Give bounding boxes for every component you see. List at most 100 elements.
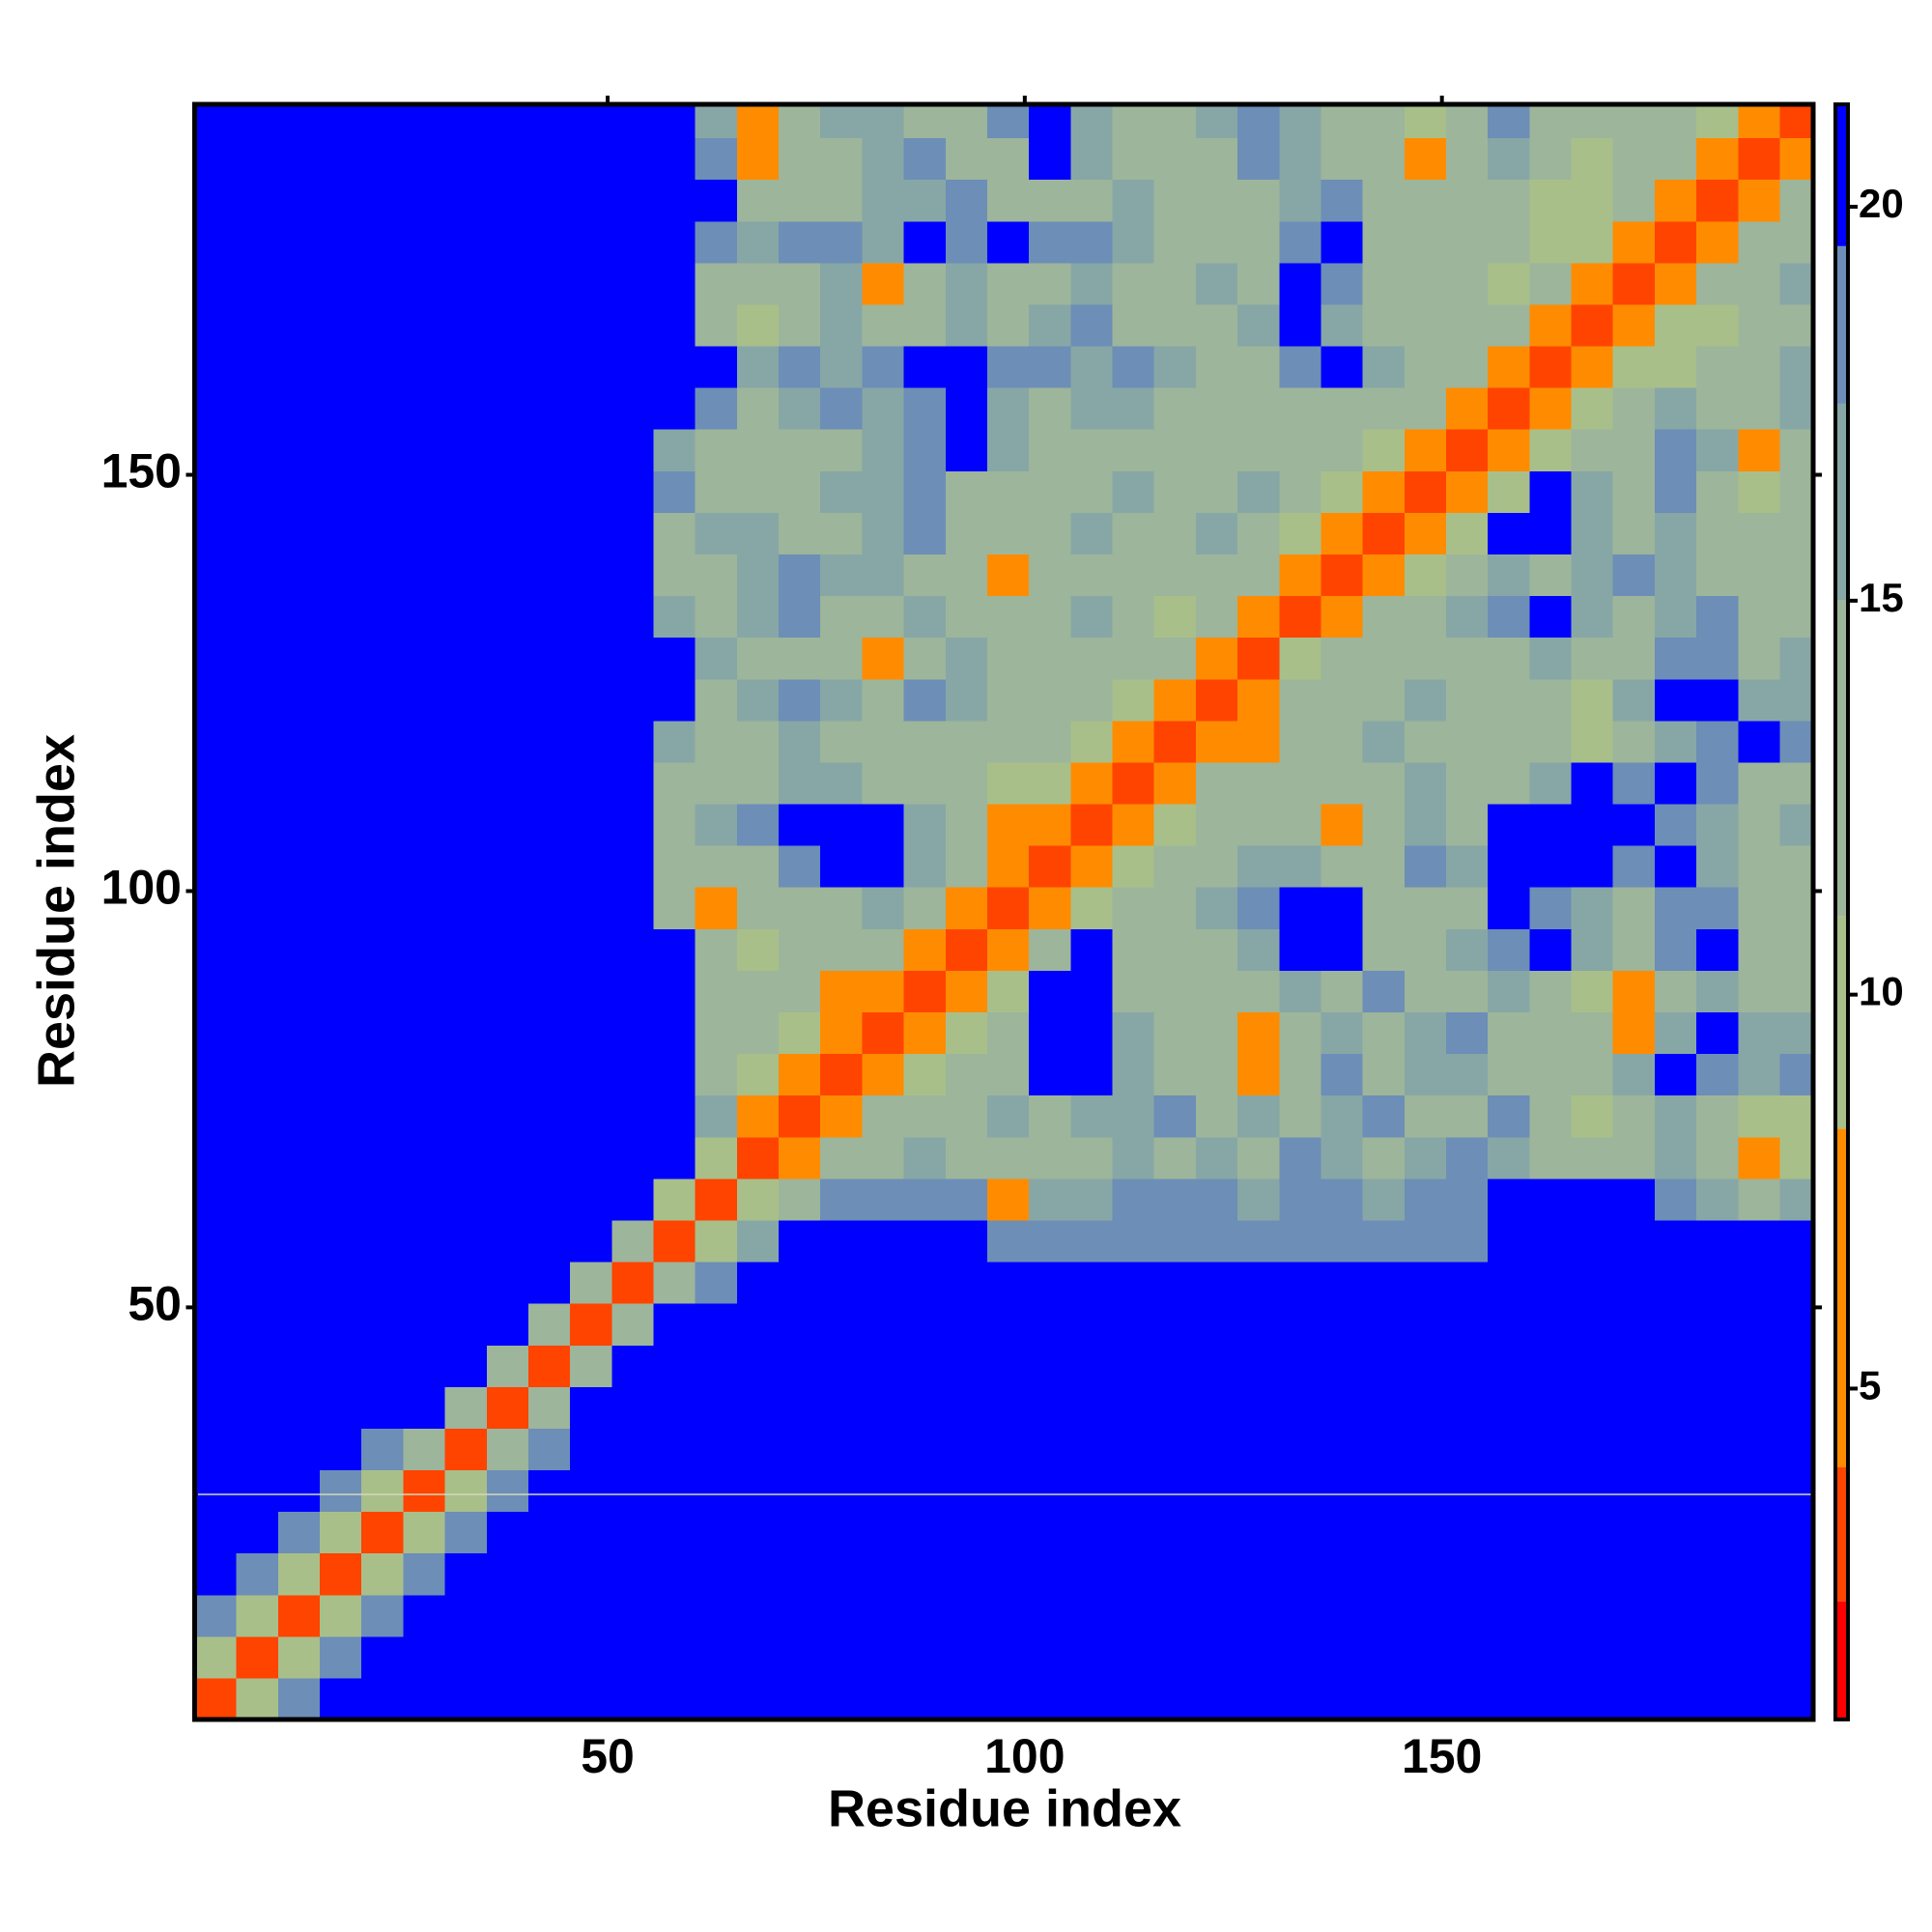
cell	[611, 262, 655, 305]
cell	[236, 387, 279, 430]
cell	[1195, 1677, 1238, 1719]
cell	[570, 179, 612, 222]
cell	[1153, 845, 1197, 888]
cell	[361, 387, 405, 430]
cell	[1488, 720, 1530, 763]
cell	[1779, 104, 1813, 139]
cell	[736, 1011, 780, 1055]
cell	[1696, 137, 1739, 181]
cell	[611, 104, 655, 139]
cell	[277, 803, 321, 846]
cell	[1654, 262, 1697, 305]
cell	[903, 1219, 947, 1263]
cell	[320, 1094, 362, 1138]
cell	[1279, 387, 1322, 430]
cell	[1404, 1469, 1447, 1513]
cell	[945, 1386, 988, 1429]
cell	[945, 1552, 988, 1596]
cell	[403, 678, 446, 722]
cell	[194, 1511, 238, 1554]
cell	[1153, 1635, 1197, 1679]
cell	[361, 1552, 405, 1596]
cell	[1738, 1219, 1781, 1263]
cell	[779, 845, 821, 888]
cell	[1654, 1635, 1697, 1679]
cell	[1237, 262, 1280, 305]
cell	[1153, 928, 1197, 971]
cell	[611, 1094, 655, 1138]
cell	[1529, 387, 1573, 430]
cell	[945, 928, 988, 971]
cell	[1362, 803, 1406, 846]
cell	[1445, 761, 1489, 805]
cell	[277, 137, 321, 181]
cell	[1654, 554, 1697, 597]
cell	[611, 179, 655, 222]
cell	[570, 1136, 612, 1179]
cell	[1404, 220, 1447, 264]
cell	[1654, 761, 1697, 805]
cell	[1571, 303, 1614, 347]
cell	[1779, 1635, 1813, 1679]
cell	[820, 1053, 864, 1096]
cell	[1153, 637, 1197, 680]
cell	[1654, 595, 1697, 639]
cell	[403, 803, 446, 846]
cell	[986, 1511, 1030, 1554]
cell	[1488, 1552, 1530, 1596]
cell	[1696, 970, 1739, 1013]
cell	[1362, 1011, 1406, 1055]
cell	[945, 1635, 988, 1679]
cell	[361, 1345, 405, 1387]
cell	[1404, 104, 1447, 139]
cell	[695, 262, 738, 305]
cell	[1195, 1594, 1238, 1637]
cell	[1362, 220, 1406, 264]
cell	[1279, 803, 1322, 846]
cell	[1279, 303, 1322, 347]
cell	[1488, 303, 1530, 347]
cell	[486, 928, 529, 971]
cell	[236, 1386, 279, 1429]
cell	[1612, 595, 1656, 639]
cell	[653, 429, 696, 471]
cell	[403, 637, 446, 680]
cell	[527, 1469, 571, 1513]
cell	[1321, 1469, 1364, 1513]
cell	[1070, 1178, 1114, 1221]
cell	[444, 1594, 488, 1637]
x-tick-label: 150	[1402, 1729, 1482, 1783]
cell	[194, 887, 238, 929]
cell	[1237, 1136, 1280, 1179]
cell	[903, 761, 947, 805]
cell	[695, 1011, 738, 1055]
cell	[486, 803, 529, 846]
cell	[1321, 1011, 1364, 1055]
cell	[1029, 1053, 1071, 1096]
cell	[1738, 387, 1781, 430]
cell	[1488, 1094, 1530, 1138]
cell	[277, 678, 321, 722]
cell	[194, 1635, 238, 1679]
cell	[277, 1469, 321, 1513]
cell	[277, 179, 321, 222]
cell	[1237, 1094, 1280, 1138]
cell	[486, 512, 529, 555]
cell	[277, 1677, 321, 1719]
cell	[486, 1677, 529, 1719]
cell	[1279, 1136, 1322, 1179]
cell	[1112, 761, 1155, 805]
cell	[1696, 678, 1739, 722]
cell	[1153, 1303, 1197, 1346]
cell	[1571, 1178, 1614, 1221]
cell	[1404, 429, 1447, 471]
cell	[945, 970, 988, 1013]
cell	[611, 1552, 655, 1596]
cell	[779, 1677, 821, 1719]
cell	[194, 262, 238, 305]
cell	[1654, 637, 1697, 680]
cell	[236, 1303, 279, 1346]
cell	[653, 1428, 696, 1471]
cell	[945, 104, 988, 139]
cell	[820, 179, 864, 222]
